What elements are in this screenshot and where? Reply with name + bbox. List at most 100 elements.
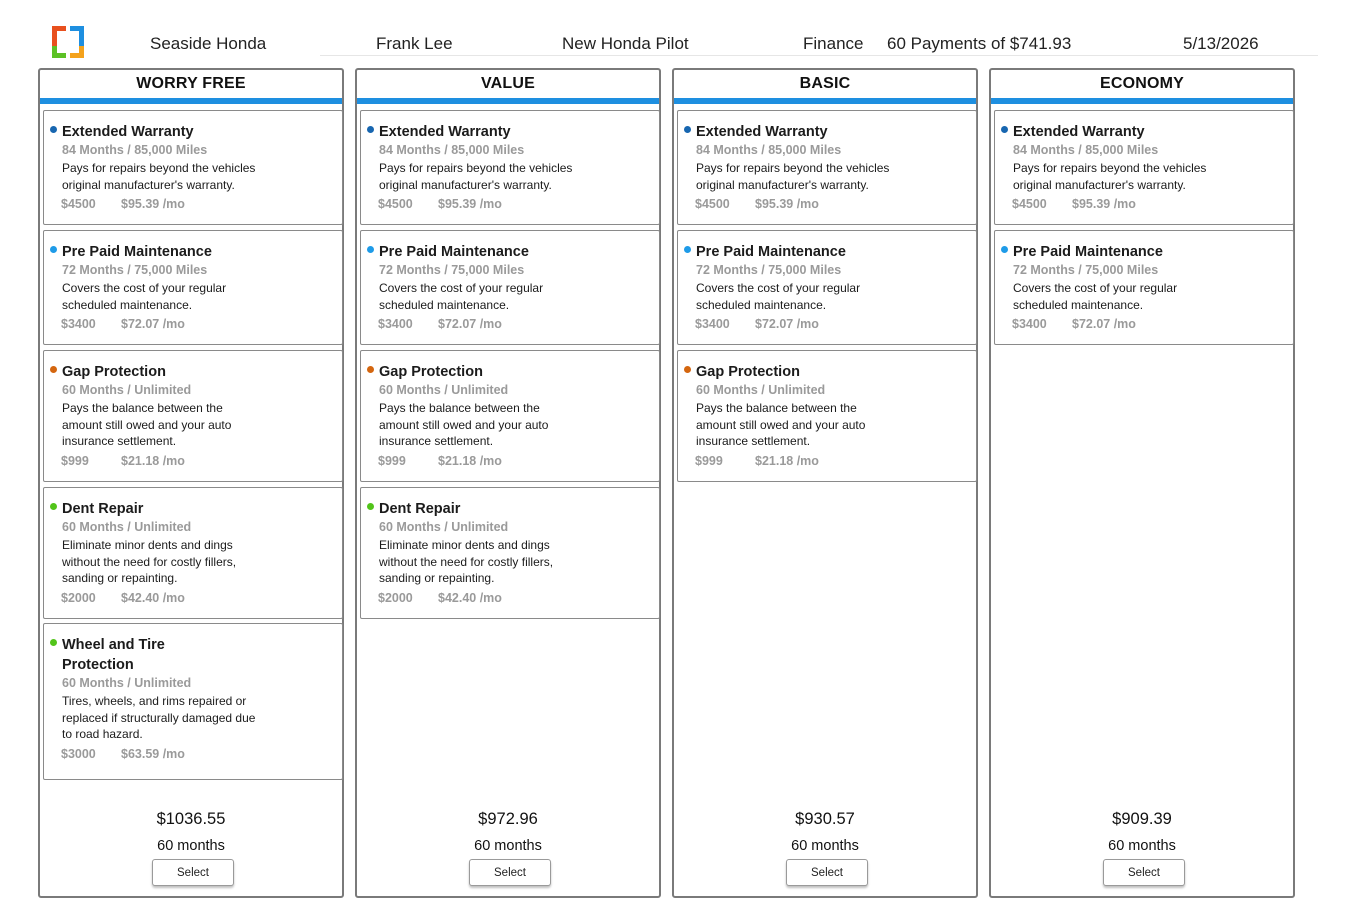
product-name: Extended Warranty bbox=[379, 124, 511, 140]
product-name-line: Wheel and Tire bbox=[62, 637, 165, 653]
dealer-name: Seaside Honda bbox=[150, 34, 267, 53]
product-description: Eliminate minor dents and dings without t… bbox=[62, 537, 292, 587]
description-line: sanding or repainting. bbox=[62, 571, 178, 585]
product-card: Wheel and Tire Protection 60 Months / Unli… bbox=[43, 623, 343, 780]
product-card: Extended Warranty 84 Months / 85,000 Mile… bbox=[994, 110, 1294, 225]
description-line: scheduled maintenance. bbox=[1013, 297, 1144, 312]
description-line: Tires, wheels, and rims repaired or bbox=[62, 694, 247, 708]
package-term: 60 months bbox=[791, 838, 859, 854]
product-card: Extended Warranty 84 Months / 85,000 Mile… bbox=[43, 110, 343, 225]
product-card: Pre Paid Maintenance 72 Months / 75,000 M… bbox=[677, 230, 977, 345]
description-line: Pays for repairs beyond the vehicles bbox=[696, 161, 890, 175]
product-dot-icon bbox=[367, 366, 374, 373]
product-name: Extended Warranty bbox=[62, 124, 194, 140]
product-price: $2000 bbox=[61, 590, 96, 605]
deal-date: 5/13/2026 bbox=[1183, 34, 1259, 53]
product-dot-icon bbox=[1001, 126, 1008, 133]
product-monthly: $72.07 /mo bbox=[438, 317, 502, 331]
product-dot-icon bbox=[1001, 246, 1008, 253]
description-line: Covers the cost of your regular bbox=[62, 281, 227, 295]
deal-type: Finance bbox=[803, 34, 864, 53]
product-description: Eliminate minor dents and dings without t… bbox=[379, 537, 609, 587]
product-name: Gap Protection bbox=[62, 364, 166, 380]
product-term: 60 Months / Unlimited bbox=[62, 676, 192, 690]
product-term: 60 Months / Unlimited bbox=[696, 383, 826, 397]
product-card: Pre Paid Maintenance 72 Months / 75,000 M… bbox=[360, 230, 660, 345]
product-dot-icon bbox=[50, 126, 57, 133]
header-divider bbox=[320, 55, 1318, 56]
product-term: 72 Months / 75,000 Miles bbox=[379, 263, 525, 277]
payment-summary: 60 Payments of $741.93 bbox=[887, 34, 1072, 53]
description-line: Pays the balance between the bbox=[696, 401, 857, 415]
product-dot-icon bbox=[50, 246, 57, 253]
product-price: $3400 bbox=[61, 317, 96, 331]
product-dot-icon bbox=[684, 246, 691, 253]
product-dot-icon bbox=[367, 246, 374, 253]
product-name: Dent Repair bbox=[379, 501, 461, 517]
product-card: Dent Repair 60 Months / Unlimited Eliminat… bbox=[43, 487, 343, 619]
package-column: ECONOMY Extended Warranty 84 Months / 85,0… bbox=[989, 68, 1295, 898]
product-monthly: $72.07 /mo bbox=[1072, 317, 1136, 331]
product-price: $2000 bbox=[378, 590, 413, 605]
product-monthly: $72.07 /mo bbox=[755, 317, 819, 331]
description-line: Pays for repairs beyond the vehicles bbox=[1013, 161, 1207, 175]
product-description: Tires, wheels, and rims repaired or repla… bbox=[62, 693, 292, 743]
description-line: Pays the balance between the bbox=[379, 401, 540, 415]
product-description: Pays for repairs beyond the vehicles orig… bbox=[62, 160, 292, 193]
vehicle-name: New Honda Pilot bbox=[562, 34, 689, 53]
description-line: Covers the cost of your regular bbox=[379, 281, 544, 295]
description-line: Eliminate minor dents and dings bbox=[379, 538, 550, 552]
description-line: Pays for repairs beyond the vehicles bbox=[62, 161, 256, 175]
package-monthly-total: $909.39 bbox=[1112, 810, 1172, 828]
select-package-button[interactable]: Select bbox=[786, 859, 868, 886]
description-line: Covers the cost of your regular bbox=[696, 281, 861, 295]
select-package-button[interactable]: Select bbox=[152, 859, 234, 886]
description-line: insurance settlement. bbox=[379, 434, 494, 448]
product-name: Pre Paid Maintenance bbox=[62, 244, 212, 260]
description-line: original manufacturer's warranty. bbox=[696, 177, 869, 192]
description-line: scheduled maintenance. bbox=[696, 297, 827, 312]
product-term: 84 Months / 85,000 Miles bbox=[1013, 143, 1159, 157]
select-package-button[interactable]: Select bbox=[469, 859, 551, 886]
package-title: VALUE bbox=[357, 70, 659, 104]
description-line: amount still owed and your auto bbox=[696, 417, 866, 432]
product-term: 60 Months / Unlimited bbox=[62, 520, 192, 534]
description-line: Pays the balance between the bbox=[62, 401, 223, 415]
product-price: $3000 bbox=[61, 746, 96, 761]
product-name: Gap Protection bbox=[696, 364, 800, 380]
description-line: Pays for repairs beyond the vehicles bbox=[379, 161, 573, 175]
description-line: to road hazard. bbox=[62, 727, 143, 741]
product-description: Pays for repairs beyond the vehicles orig… bbox=[1013, 160, 1243, 193]
product-name: Pre Paid Maintenance bbox=[1013, 244, 1163, 260]
description-line: insurance settlement. bbox=[696, 434, 811, 448]
product-term: 84 Months / 85,000 Miles bbox=[62, 143, 208, 157]
description-line: Covers the cost of your regular bbox=[1013, 281, 1178, 295]
product-term: 72 Months / 75,000 Miles bbox=[1013, 263, 1159, 277]
package-term: 60 months bbox=[157, 838, 225, 854]
product-term: 60 Months / Unlimited bbox=[62, 383, 192, 397]
product-description: Covers the cost of your regular scheduled… bbox=[696, 280, 926, 313]
product-term: 84 Months / 85,000 Miles bbox=[379, 143, 525, 157]
product-description: Covers the cost of your regular scheduled… bbox=[1013, 280, 1243, 313]
product-description: Pays the balance between the amount still… bbox=[379, 400, 609, 450]
deal-header: Seaside Honda Frank Lee New Honda Pilot … bbox=[0, 0, 1346, 62]
customer-name: Frank Lee bbox=[376, 34, 453, 53]
select-package-button[interactable]: Select bbox=[1103, 859, 1185, 886]
product-monthly: $95.39 /mo bbox=[121, 197, 185, 211]
package-term: 60 months bbox=[1108, 838, 1176, 854]
product-description: Pays for repairs beyond the vehicles orig… bbox=[379, 160, 609, 193]
product-card: Dent Repair 60 Months / Unlimited Eliminat… bbox=[360, 487, 660, 619]
product-monthly: $72.07 /mo bbox=[121, 317, 185, 331]
product-description: Covers the cost of your regular scheduled… bbox=[62, 280, 292, 313]
product-description: Pays for repairs beyond the vehicles orig… bbox=[696, 160, 926, 193]
product-name: Pre Paid Maintenance bbox=[379, 244, 529, 260]
description-line: sanding or repainting. bbox=[379, 571, 495, 585]
description-line: insurance settlement. bbox=[62, 434, 177, 448]
product-monthly: $95.39 /mo bbox=[438, 197, 502, 211]
product-name: Gap Protection bbox=[379, 364, 483, 380]
product-term: 60 Months / Unlimited bbox=[379, 520, 509, 534]
product-dot-icon bbox=[367, 126, 374, 133]
product-dot-icon bbox=[50, 366, 57, 373]
product-price: $999 bbox=[695, 453, 723, 468]
product-monthly: $21.18 /mo bbox=[121, 453, 185, 468]
